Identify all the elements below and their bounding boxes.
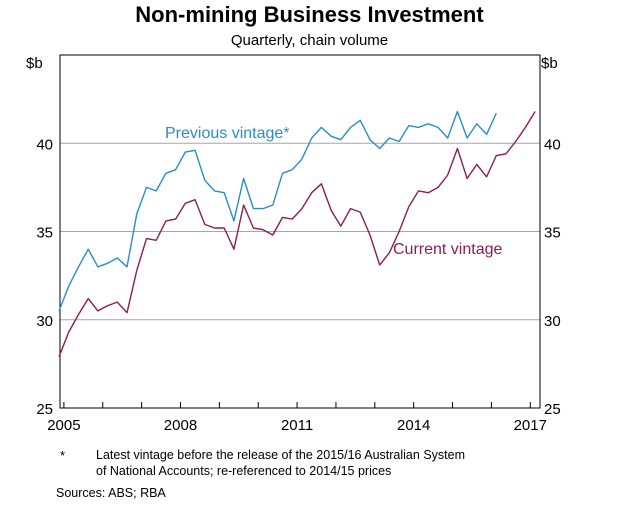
y-tick-label-right: 40 bbox=[544, 136, 561, 153]
y-tick-label-left: 30 bbox=[36, 313, 53, 330]
sources-note: Sources: ABS; RBA bbox=[56, 486, 166, 500]
plot-frame bbox=[59, 54, 541, 409]
y-tick-label-right: 35 bbox=[544, 225, 561, 242]
y-tick-label-right: 25 bbox=[544, 401, 561, 418]
x-tick-label: 2014 bbox=[397, 417, 430, 434]
y-tick-label-left: 35 bbox=[36, 225, 53, 242]
previous-vintage-label: Previous vintage* bbox=[165, 125, 290, 142]
x-tick-label: 2005 bbox=[47, 417, 80, 434]
y-axis-unit-left: $b bbox=[26, 55, 43, 72]
y-tick-label-right: 30 bbox=[544, 313, 561, 330]
previous-vintage-line bbox=[58, 110, 497, 312]
footnote-marker: * bbox=[60, 448, 66, 463]
footnote: Latest vintage before the release of the… bbox=[96, 447, 566, 479]
current-vintage-line bbox=[58, 111, 536, 358]
x-tick-label: 2008 bbox=[164, 417, 197, 434]
y-axis-unit-right: $b bbox=[541, 55, 558, 72]
footnote-line-1: Latest vintage before the release of the… bbox=[96, 448, 465, 462]
y-tick-label-left: 40 bbox=[36, 136, 53, 153]
x-tick-label: 2017 bbox=[514, 417, 547, 434]
footnote-line-2: of National Accounts; re-referenced to 2… bbox=[96, 464, 392, 478]
chart-title: Non-mining Business Investment bbox=[135, 2, 484, 27]
x-tick-label: 2011 bbox=[281, 417, 313, 434]
y-tick-label-left: 25 bbox=[36, 401, 53, 418]
current-vintage-label: Current vintage bbox=[393, 241, 502, 258]
chart-subtitle: Quarterly, chain volume bbox=[230, 32, 389, 49]
